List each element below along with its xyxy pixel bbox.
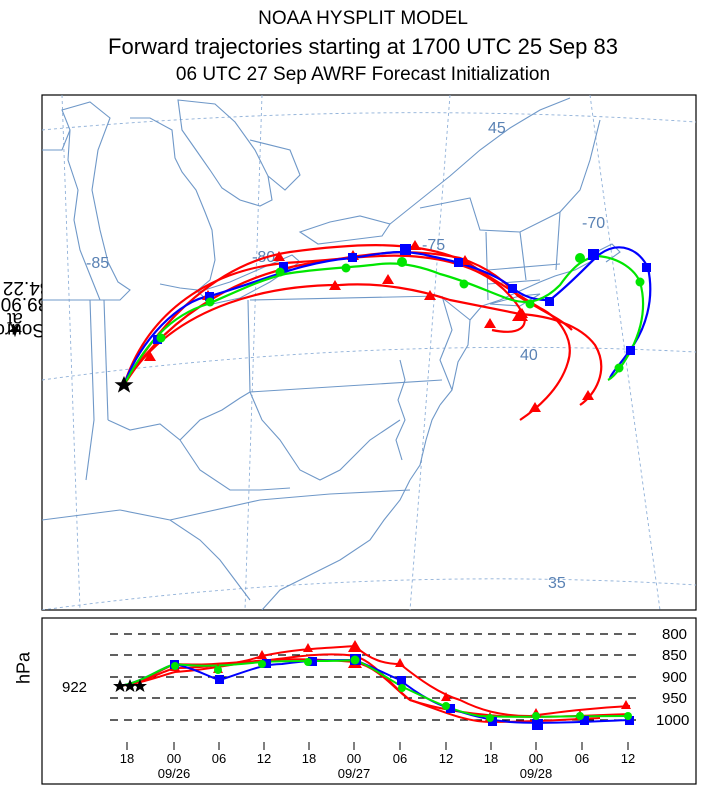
lake-huron xyxy=(177,99,273,207)
georgian-bay xyxy=(249,139,301,191)
tick-label: 18 xyxy=(302,751,316,766)
map-frame xyxy=(41,94,697,611)
green-markers xyxy=(156,253,645,373)
tick-label: 00 xyxy=(167,751,181,766)
delmarva xyxy=(409,404,441,481)
maine-line xyxy=(555,211,561,271)
time-axis xyxy=(126,742,629,750)
lake-ontario xyxy=(298,215,391,245)
st-lawrence xyxy=(389,97,571,225)
lat-label-45: 45 xyxy=(488,120,506,137)
pa-south-line xyxy=(249,379,443,393)
source-star-icon xyxy=(114,376,134,393)
tick-label: 00 xyxy=(529,751,543,766)
trajectory-green xyxy=(123,254,645,386)
level-label-850: 850 xyxy=(662,647,687,664)
title-line-3: 06 UTC 27 Sep AWRF Forecast Initializati… xyxy=(175,64,551,85)
lon-label-85: -85 xyxy=(86,255,109,272)
nj-west xyxy=(439,295,453,391)
kentucky-va xyxy=(179,439,291,491)
lon-line-85 xyxy=(61,95,81,610)
level-label-900: 900 xyxy=(662,669,687,686)
lat-label-40: 40 xyxy=(520,347,538,364)
title-line-2: Forward trajectories starting at 1700 UT… xyxy=(108,34,618,59)
lon-line-70 xyxy=(589,95,661,610)
date-label-0928: 09/28 xyxy=(520,766,553,781)
wisconsin xyxy=(42,129,71,151)
tenn-nc xyxy=(119,509,251,601)
ohio-pa-line xyxy=(247,299,251,393)
tick-label: 12 xyxy=(257,751,271,766)
carolina-coast xyxy=(261,479,411,610)
time-tick-labels: 18 00 06 12 18 00 06 12 18 00 06 12 09/2… xyxy=(120,751,635,781)
lat-line-45 xyxy=(42,112,696,131)
profile-markers xyxy=(170,640,634,730)
ny-nj-line xyxy=(439,295,471,321)
ny-east-line xyxy=(485,231,489,301)
trajectory-red-2 xyxy=(123,283,603,406)
profile-frame xyxy=(41,617,697,785)
indiana-ohio xyxy=(103,299,109,421)
profile-source-stars xyxy=(113,679,147,692)
date-label-0926: 09/26 xyxy=(158,766,191,781)
level-label-950: 950 xyxy=(662,690,687,707)
wv-va xyxy=(249,391,401,481)
tick-label: 06 xyxy=(575,751,589,766)
title-line-1: NOAA HYSPLIT MODEL xyxy=(258,8,468,29)
ohio-river xyxy=(107,391,251,441)
source-level-label: 922 xyxy=(62,679,87,696)
tick-label: 12 xyxy=(439,751,453,766)
tick-label: 00 xyxy=(347,751,361,766)
date-label-0927: 09/27 xyxy=(338,766,371,781)
chesapeake xyxy=(395,359,406,461)
tick-label: 06 xyxy=(393,751,407,766)
us-canada-border-east xyxy=(419,119,601,233)
map-panel: 45 40 35 -85 -80 -75 -70 xyxy=(41,94,697,611)
vt-nh-line xyxy=(519,231,527,281)
va-nc-line xyxy=(169,489,411,521)
trajectory-markers xyxy=(144,240,651,412)
illinois-indiana xyxy=(85,299,95,481)
tick-label: 18 xyxy=(120,751,134,766)
ma-line xyxy=(487,263,561,271)
lake-michigan xyxy=(61,101,131,301)
pa-ny-line xyxy=(249,295,441,301)
tick-label: 06 xyxy=(212,751,226,766)
lat-label-35: 35 xyxy=(548,575,566,592)
tick-label: 12 xyxy=(621,751,635,766)
grid-labels: 45 40 35 -85 -80 -75 -70 xyxy=(86,120,605,592)
lon-line-80 xyxy=(244,95,263,610)
level-label-1000: 1000 xyxy=(656,712,689,729)
lon-label-70: -70 xyxy=(582,215,605,232)
south-border xyxy=(42,509,121,521)
level-label-800: 800 xyxy=(662,626,687,643)
profile-panel: 800 850 900 950 1000 922 xyxy=(41,617,697,785)
tick-label: 18 xyxy=(484,751,498,766)
new-england-coast xyxy=(439,249,601,406)
